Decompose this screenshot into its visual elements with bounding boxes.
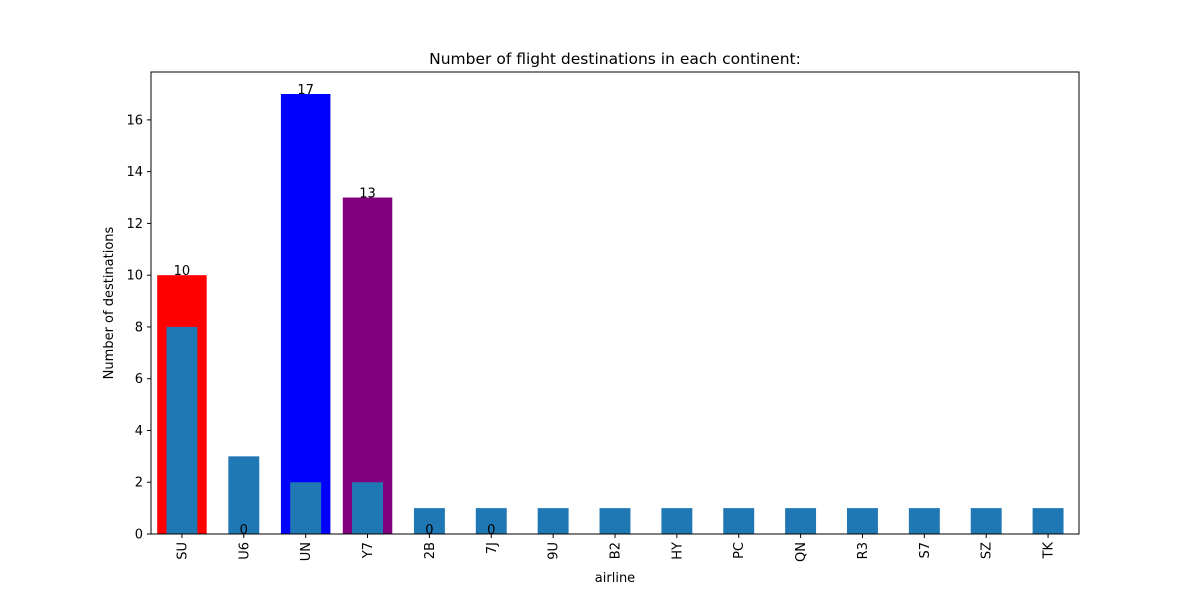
y-tick-label: 14: [126, 165, 143, 180]
x-tick-label: R3: [856, 542, 871, 559]
data-label: 0: [487, 523, 495, 538]
y-tick-label: 10: [126, 269, 143, 284]
y-tick-label: 0: [135, 528, 143, 543]
data-label: 10: [174, 264, 191, 279]
y-tick-label: 4: [135, 424, 143, 439]
x-tick-label: SZ: [980, 542, 995, 559]
x-axis-label: airline: [595, 571, 635, 586]
bar: [342, 197, 393, 534]
x-tick-label: Y7: [361, 542, 376, 559]
y-tick-label: 8: [135, 320, 143, 335]
data-label: 0: [425, 523, 433, 538]
bar: [352, 482, 383, 534]
y-tick-label: 6: [135, 372, 143, 387]
bar: [475, 508, 507, 534]
data-label: 13: [359, 187, 376, 202]
x-tick-label: 9U: [547, 542, 562, 560]
bar: [970, 508, 1002, 534]
bar: [166, 326, 198, 534]
x-tick-label: QN: [794, 542, 809, 562]
y-tick-label: 12: [126, 217, 143, 232]
bar: [847, 508, 878, 534]
x-tick-label: 2B: [423, 542, 438, 559]
bar: [290, 482, 322, 534]
y-axis-label: Number of destinations: [102, 226, 117, 379]
bar: [228, 456, 260, 534]
bar: [537, 508, 569, 534]
x-tick-label: U6: [237, 542, 252, 560]
x-tick-label: TK: [1042, 542, 1057, 560]
y-tick-label: 2: [135, 476, 143, 491]
bar: [785, 508, 817, 534]
bar: [599, 508, 631, 534]
bar: [280, 94, 331, 534]
data-label: 17: [297, 83, 314, 98]
chart-title: Number of flight destinations in each co…: [429, 50, 801, 68]
x-tick-label: 7J: [485, 542, 500, 554]
bar: [1032, 508, 1064, 534]
x-tick-label: PC: [732, 542, 747, 559]
bar: [723, 508, 755, 534]
bar: [908, 508, 940, 534]
bar: [661, 508, 693, 534]
x-tick-label: S7: [918, 542, 933, 559]
x-tick-label: HY: [670, 542, 685, 560]
x-tick-label: B2: [609, 542, 624, 559]
x-tick-label: UN: [299, 542, 314, 561]
bar: [413, 508, 445, 534]
x-tick-label: SU: [175, 542, 190, 560]
y-tick-label: 16: [126, 113, 143, 128]
data-label: 0: [240, 523, 248, 538]
plot-frame: [150, 71, 1080, 535]
